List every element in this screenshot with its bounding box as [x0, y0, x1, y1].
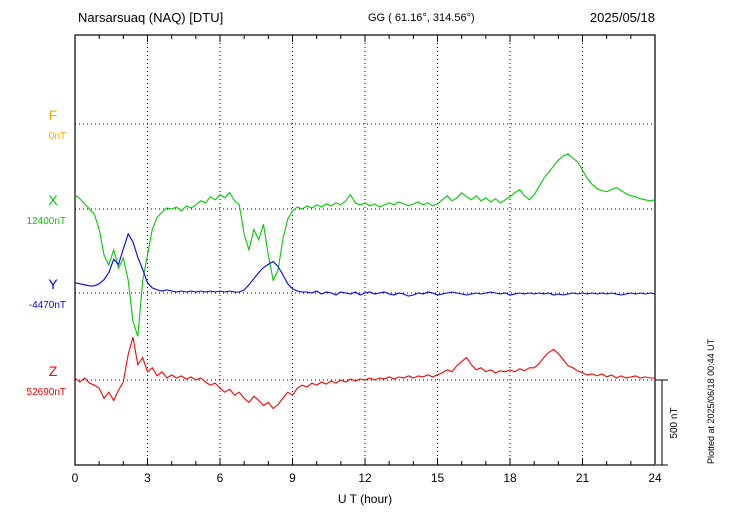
x-tick-label: 9 [289, 471, 296, 485]
x-tick-label: 24 [648, 471, 662, 485]
x-tick-label: 3 [144, 471, 151, 485]
date-label: 2025/05/18 [590, 10, 655, 25]
series-baseline-value-Y: -4470nT [29, 300, 66, 311]
series-baseline-value-F: 0nT [49, 131, 66, 142]
x-tick-label: 0 [72, 471, 79, 485]
x-tick-label: 15 [431, 471, 445, 485]
series-letter-F: F [49, 107, 58, 123]
x-tick-label: 18 [503, 471, 517, 485]
series-letter-Z: Z [49, 363, 58, 379]
plot-frame [74, 34, 656, 466]
trace-Y [74, 232, 656, 297]
x-tick-label: 21 [576, 471, 590, 485]
chart-layer: 0 3 6 9 12 15 18 21 24 F 0nT X 12400nT Y -4470nT Z 52690… [27, 34, 668, 485]
x-tick-label: 6 [217, 471, 224, 485]
x-tick-label: 12 [358, 471, 372, 485]
trace-X [74, 153, 656, 337]
series-letter-Y: Y [48, 276, 58, 292]
trace-Z [74, 337, 655, 410]
series-baseline-value-Z: 52690nT [27, 387, 66, 398]
series-letter-X: X [48, 192, 58, 208]
plotted-timestamp: Plotted at 2025/06/18 00:44 UT [706, 338, 716, 464]
gg-coordinates: GG ( 61.16°, 314.56°) [368, 12, 475, 24]
series-baseline-value-X: 12400nT [27, 216, 66, 227]
scale-bar-label: 500 nT [669, 407, 680, 438]
station-title: Narsarsuaq (NAQ) [DTU] [78, 10, 223, 25]
x-axis-title: U T (hour) [338, 492, 392, 506]
